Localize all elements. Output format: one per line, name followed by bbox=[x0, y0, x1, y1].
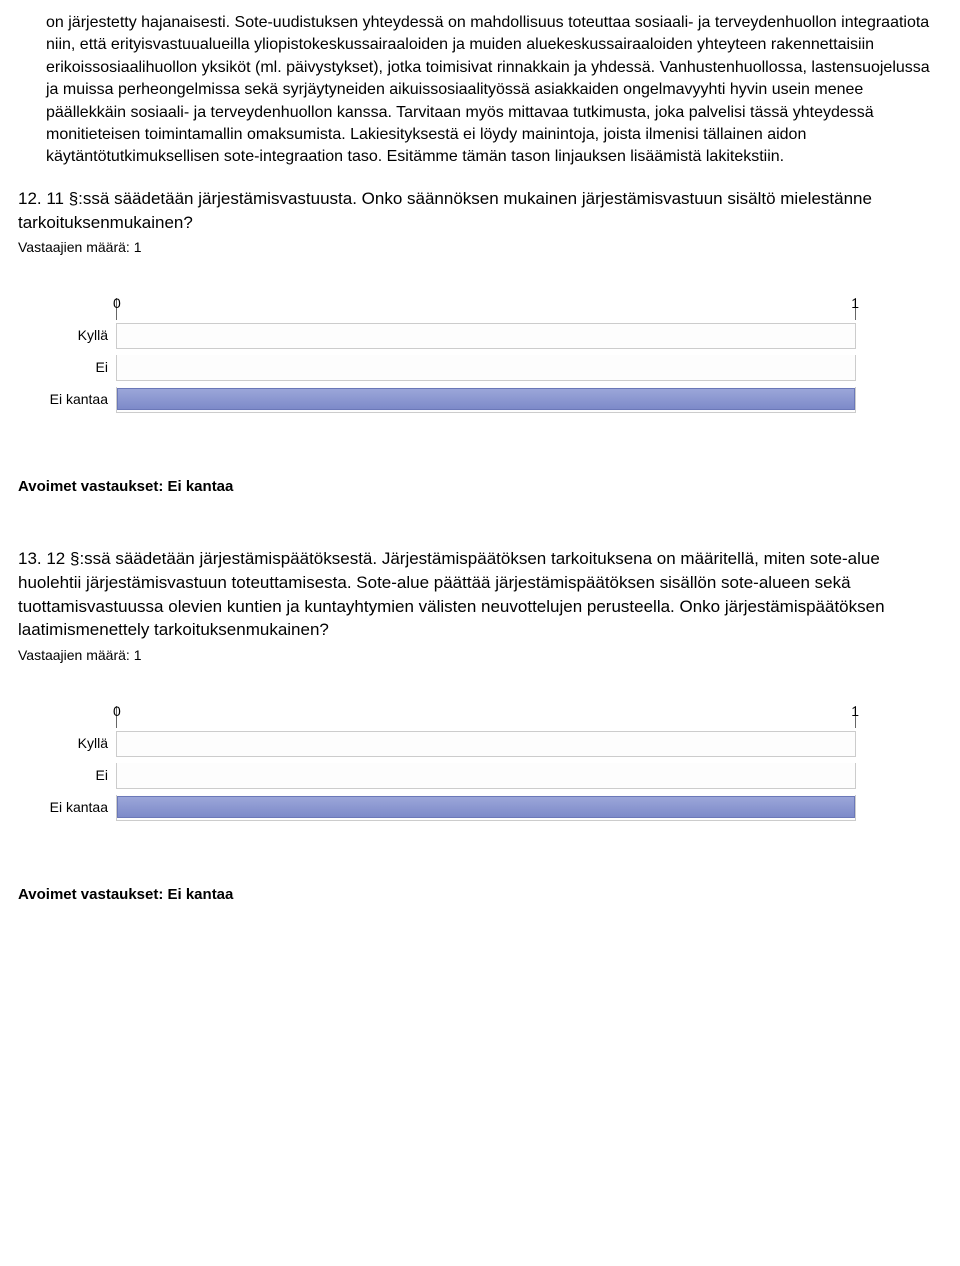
bar-label: Ei bbox=[36, 358, 116, 378]
question-12-chart: 0 1 Kyllä Ei Ei kantaa bbox=[18, 298, 942, 416]
question-13-respondents: Vastaajien määrä: 1 bbox=[18, 646, 942, 666]
chart-tick-min: 0 bbox=[113, 702, 121, 722]
bar-label: Ei kantaa bbox=[36, 798, 116, 818]
bar-track bbox=[116, 355, 856, 381]
question-12-open-heading: Avoimet vastaukset: Ei kantaa bbox=[18, 476, 942, 497]
question-12-title: 12. 11 §:ssä säädetään järjestämisvastuu… bbox=[18, 187, 942, 235]
question-13-open-heading: Avoimet vastaukset: Ei kantaa bbox=[18, 884, 942, 905]
bar-track bbox=[116, 323, 856, 349]
bar-fill bbox=[117, 388, 855, 410]
bar-track bbox=[116, 795, 856, 821]
bar-fill bbox=[117, 796, 855, 818]
chart-tick-max: 1 bbox=[851, 702, 859, 722]
chart-tick-max: 1 bbox=[851, 294, 859, 314]
bar-label: Kyllä bbox=[36, 326, 116, 346]
bar-label: Ei bbox=[36, 766, 116, 786]
question-13-chart: 0 1 Kyllä Ei Ei kantaa bbox=[18, 706, 942, 824]
bar-label: Ei kantaa bbox=[36, 390, 116, 410]
bar-track bbox=[116, 387, 856, 413]
question-12-respondents: Vastaajien määrä: 1 bbox=[18, 238, 942, 258]
chart-tick-min: 0 bbox=[113, 294, 121, 314]
question-13-title: 13. 12 §:ssä säädetään järjestämispäätök… bbox=[18, 547, 942, 642]
bar-track bbox=[116, 763, 856, 789]
intro-paragraph: on järjestetty hajanaisesti. Sote-uudist… bbox=[18, 12, 942, 169]
bar-track bbox=[116, 731, 856, 757]
bar-label: Kyllä bbox=[36, 734, 116, 754]
